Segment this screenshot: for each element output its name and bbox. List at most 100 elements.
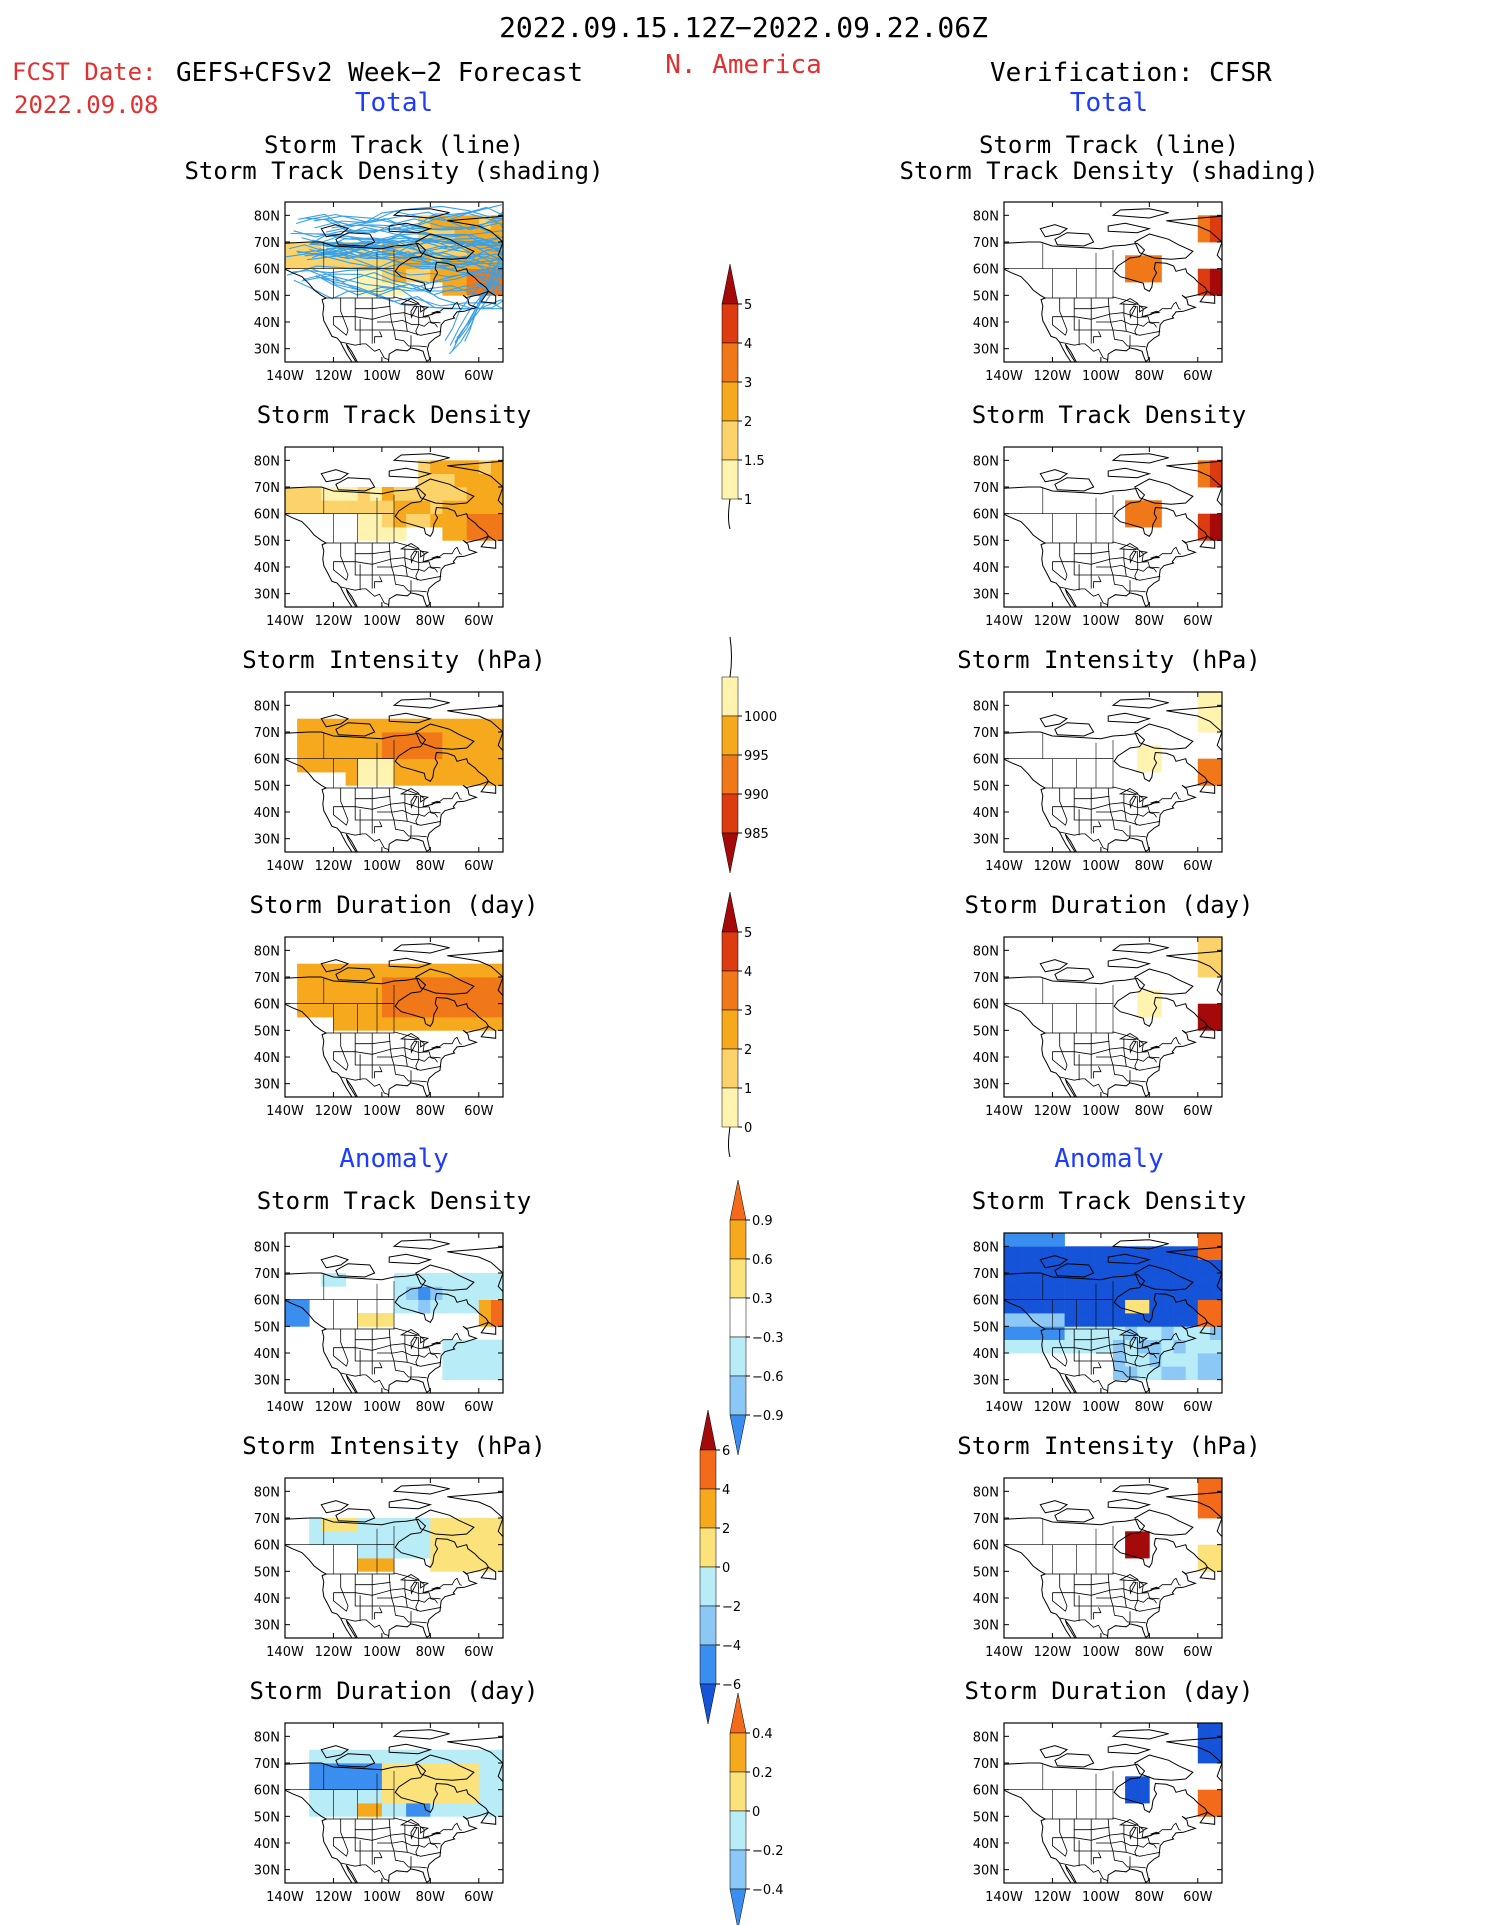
state-border [1052, 1837, 1066, 1857]
island-outline [1111, 698, 1169, 709]
field-cell [1197, 1789, 1211, 1804]
state-border [428, 561, 438, 573]
storm-track-line [302, 265, 503, 290]
colorbar-segment [721, 342, 739, 383]
field-cell [454, 500, 468, 514]
field-cell [1209, 1366, 1222, 1380]
field-cell [1197, 215, 1211, 229]
state-border [333, 1347, 347, 1367]
state-border [1074, 1826, 1110, 1831]
field-cell [1113, 1326, 1126, 1340]
field-cell [406, 513, 419, 528]
field-cell [1088, 1286, 1102, 1300]
field-cell [466, 1749, 480, 1764]
state-border [1096, 319, 1160, 327]
field-cell [418, 1803, 431, 1817]
field-cell [357, 1789, 371, 1804]
lake-outline [1129, 1040, 1137, 1054]
state-border [326, 1327, 462, 1349]
colorbar-segment [729, 1771, 747, 1812]
field-cell [454, 1803, 468, 1817]
field-cell [309, 487, 322, 501]
state-border [1073, 1574, 1161, 1612]
field-cell [1113, 1286, 1126, 1300]
storm-track-line [297, 250, 503, 270]
colorbar-end [721, 263, 739, 305]
state-border [1052, 1833, 1149, 1841]
island-outline [480, 290, 497, 304]
province-border [1052, 1544, 1077, 1574]
field-cell [478, 1003, 492, 1018]
field-cell [357, 1776, 371, 1790]
lake-outline [410, 550, 418, 564]
field-cell [394, 963, 407, 978]
lat-tick-label: 50N [973, 289, 999, 304]
colorbar-segment [699, 1488, 717, 1529]
map-frame [284, 936, 504, 1098]
lake-outline [410, 1336, 418, 1350]
field-cell [394, 1273, 407, 1287]
colorbar-label: 0 [752, 1805, 760, 1820]
field-cell [442, 500, 455, 514]
field-cell [297, 718, 310, 733]
field-cell [478, 990, 492, 1004]
island-outline [447, 215, 503, 262]
field-cell [381, 500, 395, 514]
colorbar-label: −2 [722, 1600, 741, 1615]
colorbar-segment [729, 1732, 747, 1773]
field-cell [478, 1273, 492, 1287]
state-border [326, 1817, 462, 1839]
colorbar-segment [721, 1087, 739, 1128]
field-cell [1185, 1286, 1199, 1300]
lon-tick-label: 100W [363, 1890, 401, 1905]
field-cell [478, 1776, 492, 1790]
lon-tick-label: 60W [1183, 859, 1213, 874]
state-border [355, 1581, 391, 1586]
field-cell [418, 1017, 431, 1031]
field-cell [1113, 1366, 1126, 1380]
field-cell [297, 255, 310, 269]
state-border [1059, 1617, 1108, 1636]
state-border [1059, 1574, 1068, 1612]
island-outline [480, 1566, 497, 1580]
field-cell [1197, 718, 1211, 733]
map-frame [1003, 446, 1223, 608]
field-cell [454, 460, 468, 474]
panel-title-duration-right: Storm Duration (day) [964, 891, 1254, 919]
lon-tick-label: 100W [1082, 1400, 1120, 1415]
field-cell [1137, 1531, 1150, 1545]
field-cell [1137, 255, 1150, 269]
field-cell [381, 1017, 395, 1031]
field-cell [406, 1003, 419, 1018]
lon-tick-label: 100W [1082, 1645, 1120, 1660]
colorbar-label: 1 [744, 493, 752, 508]
field-cell [1197, 1259, 1211, 1274]
field-cell [1197, 1299, 1211, 1314]
state-border [326, 296, 462, 318]
island-outline [1199, 290, 1216, 304]
lat-tick-label: 70N [254, 1267, 280, 1282]
lon-tick-label: 80W [416, 1104, 446, 1119]
state-border [340, 1819, 349, 1857]
field-cell [406, 977, 419, 991]
field-cell [309, 1531, 322, 1545]
field-cell [1125, 268, 1138, 283]
field-cell [381, 1763, 395, 1777]
state-border [340, 586, 389, 605]
field-cell [321, 1789, 334, 1804]
field-cell [369, 1017, 383, 1031]
state-border [415, 1581, 420, 1612]
field-cell [442, 527, 455, 541]
field-cell [1161, 1353, 1174, 1367]
lat-tick-label: 60N [973, 998, 999, 1013]
lat-tick-label: 60N [254, 1539, 280, 1554]
lon-tick-label: 100W [363, 369, 401, 384]
field-cell [1173, 1273, 1187, 1287]
field-cell [478, 460, 492, 474]
field-cell [442, 1366, 455, 1380]
state-border [1134, 1336, 1139, 1367]
field-cell [1113, 1353, 1126, 1367]
field-cell [466, 745, 480, 759]
field-cell [1125, 1273, 1138, 1287]
colorbar-label: 2 [722, 1522, 730, 1537]
